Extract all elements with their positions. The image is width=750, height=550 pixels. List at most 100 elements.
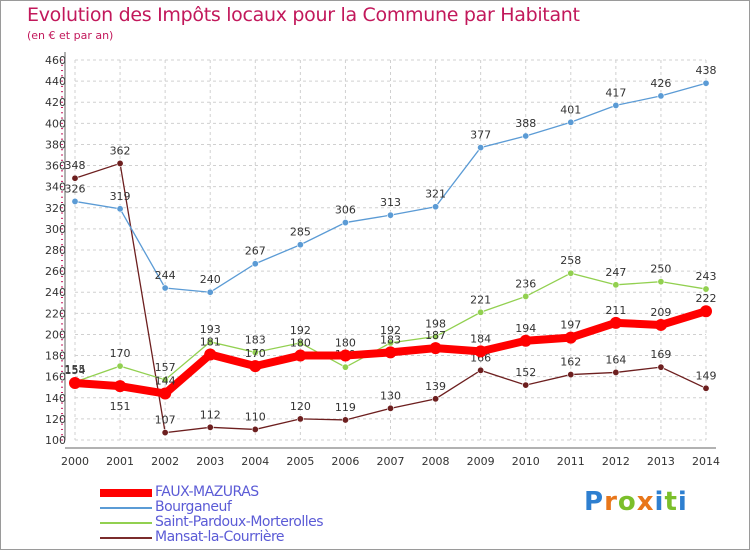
- data-point: [296, 241, 304, 249]
- data-label: 377: [470, 129, 491, 142]
- data-label: 157: [155, 361, 176, 374]
- data-label: 221: [470, 293, 491, 306]
- data-point: [384, 346, 397, 359]
- data-label: 222: [696, 292, 717, 305]
- proxiti-logo: Proxiti: [584, 487, 688, 517]
- legend-item: Saint-Pardoux-Morterolles: [100, 514, 400, 531]
- data-label: 164: [605, 353, 626, 366]
- data-point: [161, 376, 169, 384]
- data-point: [567, 371, 575, 379]
- y-tick-label: 160: [45, 371, 66, 384]
- y-tick-label: 300: [45, 223, 66, 236]
- data-point: [702, 79, 710, 87]
- data-point: [702, 384, 710, 392]
- data-label: 194: [515, 322, 536, 335]
- data-label: 258: [560, 254, 581, 267]
- data-point: [114, 380, 127, 393]
- page-title: Evolution des Impôts locaux pour la Comm…: [27, 4, 580, 26]
- data-point: [477, 308, 485, 316]
- data-label: 313: [380, 196, 401, 209]
- data-point: [657, 278, 665, 286]
- x-tick-label: 2009: [467, 455, 495, 468]
- legend-swatch: [100, 489, 152, 497]
- y-tick-label: 200: [45, 328, 66, 341]
- data-point: [657, 92, 665, 100]
- data-label: 209: [650, 306, 671, 319]
- data-label: 170: [110, 347, 131, 360]
- data-label: 110: [245, 410, 266, 423]
- data-label: 388: [515, 117, 536, 130]
- data-point: [71, 174, 79, 182]
- data-label: 155: [65, 363, 86, 376]
- data-point: [296, 339, 304, 347]
- data-point: [159, 387, 172, 400]
- data-point: [522, 132, 530, 140]
- legend-label: FAUX-MAZURAS: [155, 484, 259, 500]
- data-point: [251, 348, 259, 356]
- data-label: 362: [110, 144, 131, 157]
- data-point: [206, 288, 214, 296]
- data-point: [429, 342, 442, 355]
- data-label: 326: [65, 182, 86, 195]
- data-label: 130: [380, 389, 401, 402]
- x-tick-label: 2010: [512, 455, 540, 468]
- y-tick-label: 240: [45, 286, 66, 299]
- data-point: [609, 316, 622, 329]
- data-label: 183: [245, 333, 266, 346]
- x-tick-label: 2002: [151, 455, 179, 468]
- data-point: [522, 292, 530, 300]
- x-tick-label: 2000: [61, 455, 89, 468]
- data-label: 243: [696, 270, 717, 283]
- data-point: [249, 360, 262, 373]
- data-point: [206, 338, 214, 346]
- x-tick-label: 2006: [331, 455, 359, 468]
- data-label: 169: [650, 348, 671, 361]
- y-tick-label: 340: [45, 181, 66, 194]
- data-label: 180: [335, 337, 356, 350]
- legend-item: FAUX-MAZURAS: [100, 484, 400, 501]
- y-tick-label: 280: [45, 244, 66, 257]
- data-label: 152: [515, 366, 536, 379]
- data-point: [702, 285, 710, 293]
- logo-letter: o: [617, 487, 637, 517]
- x-tick-label: 2001: [106, 455, 134, 468]
- data-point: [432, 203, 440, 211]
- y-tick-label: 120: [45, 413, 66, 426]
- data-point: [161, 284, 169, 292]
- data-label: 180: [290, 337, 311, 350]
- data-label: 193: [200, 323, 221, 336]
- y-tick-label: 420: [45, 96, 66, 109]
- x-tick-label: 2005: [286, 455, 314, 468]
- data-label: 154: [65, 364, 86, 377]
- legend-swatch: [100, 537, 152, 539]
- data-point: [567, 269, 575, 277]
- data-point: [296, 415, 304, 423]
- data-point: [341, 219, 349, 227]
- data-label: 240: [200, 273, 221, 286]
- data-point: [116, 159, 124, 167]
- data-label: 192: [290, 324, 311, 337]
- data-point: [612, 281, 620, 289]
- data-point: [251, 425, 259, 433]
- data-point: [116, 362, 124, 370]
- logo-letter: i: [654, 487, 665, 517]
- legend-label: Saint-Pardoux-Morterolles: [155, 514, 324, 530]
- y-tick-label: 440: [45, 75, 66, 88]
- data-label: 285: [290, 226, 311, 239]
- data-label: 244: [155, 269, 176, 282]
- legend-item: Mansat-la-Courrière: [100, 529, 400, 546]
- data-point: [657, 363, 665, 371]
- y-tick-label: 180: [45, 350, 66, 363]
- data-point: [161, 429, 169, 437]
- data-point: [474, 345, 487, 358]
- y-tick-label: 380: [45, 138, 66, 151]
- x-tick-label: 2013: [647, 455, 675, 468]
- data-label: 306: [335, 204, 356, 217]
- y-tick-label: 360: [45, 160, 66, 173]
- data-label: 267: [245, 245, 266, 258]
- x-tick-label: 2014: [692, 455, 720, 468]
- data-label: 426: [650, 77, 671, 90]
- data-point: [654, 318, 667, 331]
